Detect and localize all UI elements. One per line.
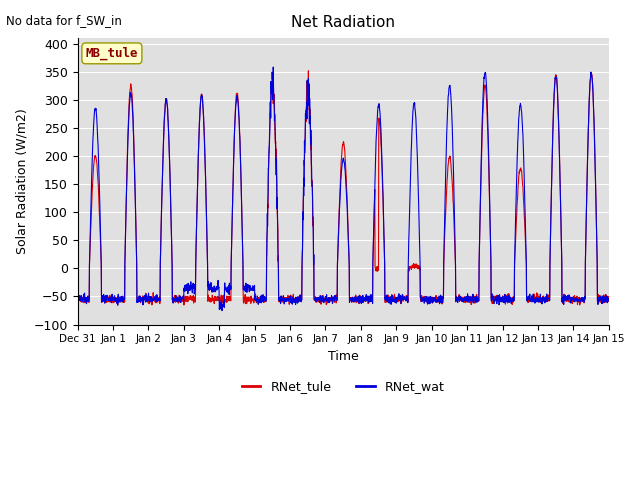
RNet_wat <box>559 295 566 301</box>
Y-axis label: Solar Radiation (W/m2): Solar Radiation (W/m2) <box>15 108 28 254</box>
RNet_wat <box>371 199 378 205</box>
RNet_tule <box>305 68 312 73</box>
RNet_wat <box>573 296 581 301</box>
Text: No data for f_SW_in: No data for f_SW_in <box>6 14 122 27</box>
RNet_wat <box>74 298 81 304</box>
RNet_tule <box>370 214 378 219</box>
RNet_wat <box>218 308 226 313</box>
Text: MB_tule: MB_tule <box>86 47 138 60</box>
RNet_wat <box>605 297 612 303</box>
RNet_tule <box>74 296 81 302</box>
RNet_wat <box>359 292 367 298</box>
RNet_tule <box>558 295 566 301</box>
RNet_tule <box>576 302 584 308</box>
RNet_wat <box>222 285 230 290</box>
RNet_wat <box>498 296 506 301</box>
RNet_tule <box>573 293 580 299</box>
RNet_wat <box>269 64 277 70</box>
Line: RNet_wat: RNet_wat <box>77 67 609 311</box>
X-axis label: Time: Time <box>328 350 358 363</box>
Line: RNet_tule: RNet_tule <box>77 71 609 305</box>
RNet_tule <box>358 297 366 303</box>
RNet_tule <box>498 295 506 301</box>
Legend: RNet_tule, RNet_wat: RNet_tule, RNet_wat <box>237 375 450 398</box>
RNet_tule <box>222 299 230 304</box>
RNet_tule <box>605 299 612 304</box>
Title: Net Radiation: Net Radiation <box>291 15 396 30</box>
